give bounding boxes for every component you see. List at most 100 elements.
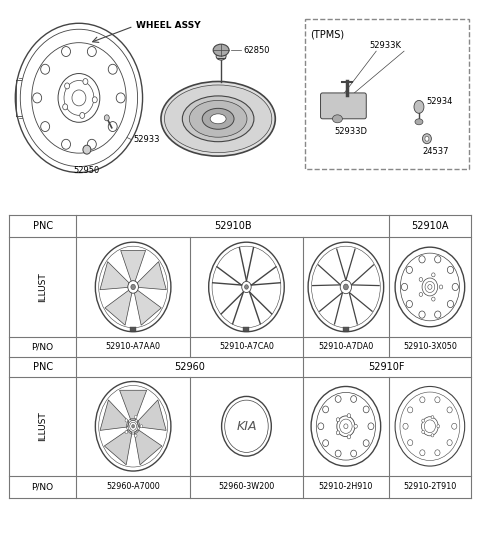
- Ellipse shape: [408, 407, 413, 413]
- Text: ILLUST: ILLUST: [38, 411, 47, 441]
- Ellipse shape: [434, 256, 441, 263]
- Ellipse shape: [335, 450, 341, 457]
- Ellipse shape: [65, 83, 70, 89]
- Ellipse shape: [415, 119, 423, 125]
- Polygon shape: [134, 430, 162, 465]
- Text: P/NO: P/NO: [32, 482, 54, 491]
- Ellipse shape: [32, 42, 126, 153]
- Text: 52960-A7000: 52960-A7000: [106, 482, 160, 491]
- Text: PNC: PNC: [33, 362, 53, 372]
- Text: P/NO: P/NO: [32, 342, 54, 351]
- Ellipse shape: [343, 284, 348, 290]
- Ellipse shape: [61, 139, 71, 149]
- Ellipse shape: [61, 46, 71, 56]
- Ellipse shape: [245, 285, 248, 289]
- Ellipse shape: [209, 242, 284, 331]
- Ellipse shape: [308, 242, 384, 331]
- Ellipse shape: [323, 440, 329, 447]
- Ellipse shape: [406, 300, 412, 307]
- Text: 52910F: 52910F: [368, 362, 405, 372]
- Ellipse shape: [419, 277, 422, 282]
- Ellipse shape: [83, 79, 88, 84]
- Ellipse shape: [116, 93, 125, 103]
- Ellipse shape: [422, 419, 424, 422]
- Text: 52950: 52950: [74, 165, 100, 174]
- Text: 52960: 52960: [174, 362, 205, 372]
- Ellipse shape: [395, 386, 465, 466]
- Ellipse shape: [347, 414, 350, 418]
- Ellipse shape: [216, 52, 226, 60]
- Polygon shape: [100, 400, 129, 430]
- Ellipse shape: [420, 450, 425, 456]
- Ellipse shape: [210, 114, 226, 124]
- Ellipse shape: [351, 450, 357, 457]
- Text: 62850: 62850: [243, 46, 269, 55]
- Ellipse shape: [140, 425, 143, 428]
- Text: 52910A: 52910A: [411, 221, 449, 231]
- Bar: [243, 326, 250, 331]
- Text: 52910-A7CA0: 52910-A7CA0: [219, 342, 274, 351]
- Ellipse shape: [428, 285, 432, 290]
- Ellipse shape: [422, 430, 424, 433]
- Text: 52933K: 52933K: [369, 41, 401, 50]
- Polygon shape: [134, 290, 161, 325]
- Bar: [343, 326, 349, 331]
- Ellipse shape: [202, 108, 234, 129]
- Ellipse shape: [447, 300, 454, 307]
- Text: 24537: 24537: [422, 146, 448, 155]
- Ellipse shape: [83, 145, 91, 154]
- Ellipse shape: [395, 247, 465, 327]
- Ellipse shape: [222, 396, 271, 456]
- Ellipse shape: [447, 266, 454, 273]
- Ellipse shape: [422, 134, 432, 144]
- Polygon shape: [105, 290, 132, 325]
- Ellipse shape: [424, 420, 435, 433]
- Ellipse shape: [132, 424, 134, 428]
- Ellipse shape: [80, 112, 85, 119]
- Ellipse shape: [435, 450, 440, 456]
- Ellipse shape: [72, 90, 86, 106]
- Ellipse shape: [414, 101, 424, 113]
- Ellipse shape: [435, 397, 440, 402]
- Ellipse shape: [15, 23, 143, 173]
- Ellipse shape: [318, 423, 324, 430]
- Ellipse shape: [20, 29, 138, 167]
- Polygon shape: [104, 430, 132, 465]
- Ellipse shape: [165, 85, 272, 153]
- Ellipse shape: [134, 434, 137, 437]
- Ellipse shape: [447, 440, 452, 446]
- Ellipse shape: [335, 396, 341, 402]
- Ellipse shape: [351, 396, 357, 402]
- Ellipse shape: [63, 104, 68, 110]
- Text: 52933: 52933: [133, 135, 160, 144]
- Ellipse shape: [41, 122, 49, 131]
- Ellipse shape: [406, 266, 412, 273]
- Ellipse shape: [368, 423, 374, 430]
- Text: 52933D: 52933D: [335, 127, 368, 136]
- Ellipse shape: [347, 435, 350, 439]
- Ellipse shape: [189, 101, 247, 137]
- Ellipse shape: [452, 423, 457, 429]
- Ellipse shape: [131, 285, 135, 290]
- Text: (TPMS): (TPMS): [311, 29, 345, 39]
- Text: 52910-3X050: 52910-3X050: [403, 342, 457, 351]
- Text: 52910-A7AA0: 52910-A7AA0: [106, 342, 161, 351]
- Text: ILLUST: ILLUST: [38, 272, 47, 302]
- Ellipse shape: [401, 283, 408, 291]
- Ellipse shape: [108, 64, 117, 74]
- Text: 52910-2T910: 52910-2T910: [403, 482, 456, 491]
- Ellipse shape: [432, 273, 435, 277]
- Polygon shape: [137, 400, 166, 430]
- Ellipse shape: [41, 64, 49, 74]
- Ellipse shape: [58, 74, 100, 122]
- Ellipse shape: [419, 256, 425, 263]
- Ellipse shape: [87, 139, 96, 149]
- Ellipse shape: [439, 285, 443, 289]
- Ellipse shape: [425, 136, 429, 141]
- Polygon shape: [120, 250, 145, 281]
- Ellipse shape: [434, 311, 441, 318]
- Ellipse shape: [420, 397, 425, 402]
- Ellipse shape: [33, 93, 42, 103]
- Ellipse shape: [96, 242, 171, 331]
- FancyBboxPatch shape: [305, 20, 468, 169]
